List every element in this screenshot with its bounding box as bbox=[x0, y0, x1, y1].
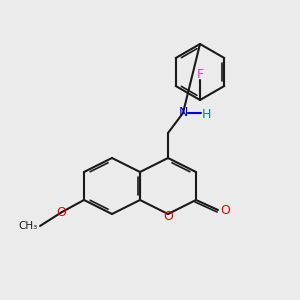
Text: H: H bbox=[201, 107, 211, 121]
Text: O: O bbox=[220, 203, 230, 217]
Text: O: O bbox=[163, 209, 173, 223]
Text: O: O bbox=[56, 206, 66, 220]
Text: N: N bbox=[178, 106, 188, 119]
Text: CH₃: CH₃ bbox=[19, 221, 38, 231]
Text: F: F bbox=[196, 68, 204, 80]
